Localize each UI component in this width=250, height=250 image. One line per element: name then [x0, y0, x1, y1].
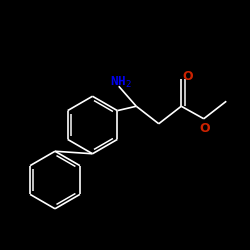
- Text: O: O: [200, 122, 210, 135]
- Text: NH$_2$: NH$_2$: [110, 75, 132, 90]
- Text: O: O: [182, 70, 193, 83]
